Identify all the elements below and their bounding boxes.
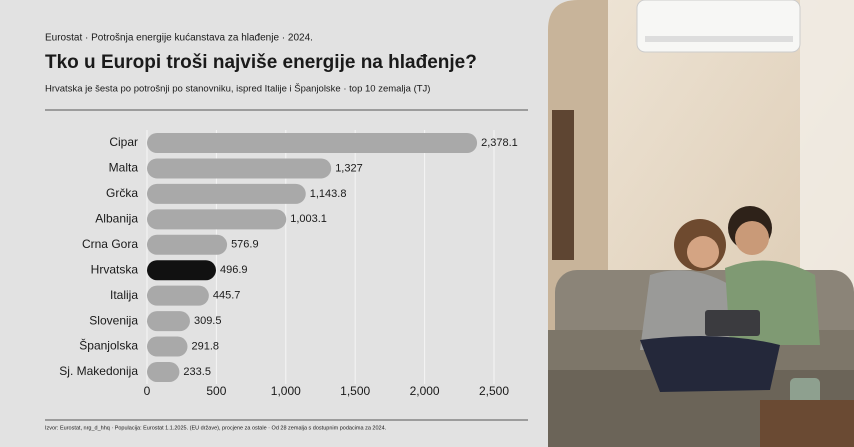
bar xyxy=(147,361,180,382)
photo xyxy=(548,0,854,447)
y-tick-label: Hrvatska xyxy=(91,262,139,276)
value-label: 2,378.1 xyxy=(481,137,518,149)
value-label: 1,327 xyxy=(335,162,363,174)
value-label: 445.7 xyxy=(213,290,241,302)
bar xyxy=(147,285,209,306)
bar xyxy=(147,209,287,230)
bar xyxy=(147,311,190,332)
y-tick-label: Albanija xyxy=(95,211,138,225)
y-tick-label: Cipar xyxy=(109,135,138,149)
y-tick-label: Malta xyxy=(109,161,139,175)
y-tick-label: Grčka xyxy=(106,186,138,200)
plot: 0 500 1,000 1,500 2,000 2,500 Cipar 2,378.1 Malt… xyxy=(59,130,518,398)
y-tick-label: Crna Gora xyxy=(82,237,138,251)
value-label: 309.5 xyxy=(194,315,222,327)
value-label: 576.9 xyxy=(231,239,259,251)
bar xyxy=(147,336,188,357)
source-note: Izvor: Eurostat, nrg_d_hhq · Populacija:… xyxy=(45,425,387,431)
value-label: 233.5 xyxy=(183,366,211,378)
bar xyxy=(147,158,332,179)
y-tick-label: Španjolska xyxy=(79,338,138,353)
x-tick-label: 500 xyxy=(206,384,226,398)
value-label: 1,003.1 xyxy=(290,213,327,225)
kicker: Eurostat · Potrošnja energije kućanstava… xyxy=(45,33,313,44)
bar xyxy=(147,183,306,204)
value-label: 496.9 xyxy=(220,264,248,276)
value-label: 1,143.8 xyxy=(310,188,347,200)
y-tick-label: Italija xyxy=(110,288,138,302)
x-tick-label: 0 xyxy=(144,384,151,398)
subtitle: Hrvatska je šesta po potrošnji po stanov… xyxy=(45,84,430,95)
bar xyxy=(147,260,216,281)
x-tick-label: 2,500 xyxy=(479,384,509,398)
x-tick-label: 2,000 xyxy=(410,384,440,398)
x-tick-label: 1,000 xyxy=(271,384,301,398)
y-tick-label: Sj. Makedonija xyxy=(59,364,138,378)
bar xyxy=(147,133,478,153)
value-label: 291.8 xyxy=(192,340,220,352)
bar xyxy=(147,234,228,255)
y-tick-label: Slovenija xyxy=(89,313,138,327)
chart-title: Tko u Europi troši najviše energije na h… xyxy=(45,52,477,73)
x-tick-label: 1,500 xyxy=(340,384,370,398)
